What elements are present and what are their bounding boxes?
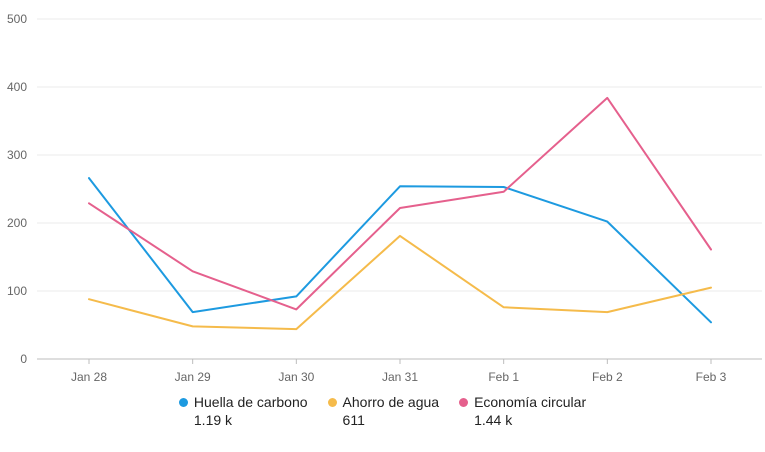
- legend-item-huella-de-carbono[interactable]: Huella de carbono 1.19 k: [178, 393, 308, 429]
- legend-label: Huella de carbono: [193, 394, 308, 410]
- legend-row: Ahorro de agua: [327, 393, 440, 411]
- x-tick-label: Feb 2: [592, 370, 623, 384]
- x-tick-label: Jan 31: [382, 370, 418, 384]
- legend-total: 1.44 k: [474, 412, 513, 428]
- legend-row: Huella de carbono: [178, 393, 308, 411]
- grid-lines: [37, 18, 762, 292]
- y-tick-label: 200: [7, 216, 27, 230]
- series-lines: [88, 96, 712, 331]
- y-tick-label: 400: [7, 80, 27, 94]
- legend-marker-icon: [459, 397, 469, 407]
- x-tick-label: Feb 1: [488, 370, 519, 384]
- legend-marker-icon: [178, 397, 188, 407]
- legend-row: Economía circular: [459, 393, 586, 411]
- y-tick-label: 0: [20, 352, 27, 366]
- legend-item-ahorro-de-agua[interactable]: Ahorro de agua 611: [327, 393, 440, 429]
- x-tick-label: Feb 3: [696, 370, 727, 384]
- series-line-0[interactable]: [88, 177, 712, 324]
- series-line-2[interactable]: [88, 96, 712, 311]
- legend-item-economia-circular[interactable]: Economía circular 1.44 k: [459, 393, 586, 429]
- legend-total: 1.19 k: [193, 412, 233, 428]
- y-tick-label: 300: [7, 148, 27, 162]
- x-tick-label: Jan 28: [71, 370, 107, 384]
- series-line-1[interactable]: [88, 234, 712, 331]
- legend-label: Economía circular: [474, 394, 587, 410]
- legend: Huella de carbono 1.19 k Ahorro de agua …: [0, 393, 765, 429]
- x-tick-label: Jan 30: [278, 370, 314, 384]
- legend-marker-icon: [327, 397, 337, 407]
- x-tick-label: Jan 29: [175, 370, 211, 384]
- y-tick-label: 500: [7, 12, 27, 26]
- legend-label: Ahorro de agua: [342, 394, 440, 410]
- axes: 0 100 200 300 400 500 Jan 28 Jan 29 Jan 30 Jan 31…: [7, 12, 762, 384]
- y-tick-label: 100: [7, 284, 27, 298]
- legend-total: 611: [342, 412, 365, 428]
- line-chart: 0 100 200 300 400 500 Jan 28 Jan 29 Jan 30 Jan 31…: [7, 12, 762, 384]
